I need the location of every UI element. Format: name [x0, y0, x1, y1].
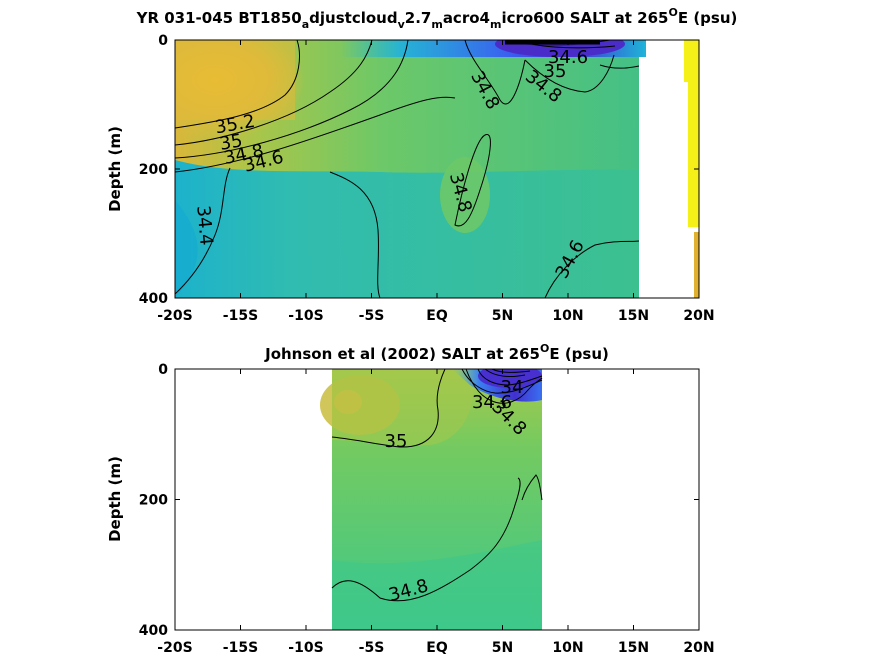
x-tick-label: -10S: [288, 308, 323, 324]
x-tick-label: 10N: [552, 308, 583, 324]
x-tick-label: 15N: [618, 640, 649, 656]
top-panel-title: YR 031-045 BT1850adjustcloudv2.7macro4mi…: [136, 6, 738, 31]
y-tick-label: 0: [158, 362, 168, 378]
contour-label: 35: [544, 61, 567, 82]
x-tick-label: -20S: [157, 640, 192, 656]
top-field: [175, 40, 699, 298]
x-tick-label: -5S: [359, 308, 385, 324]
contour-label: 34.4: [192, 205, 216, 247]
contour-label: 34.6: [548, 47, 588, 68]
y-tick-label: 200: [139, 162, 168, 178]
top-axis-ticks: -20S -15S -10S -5S EQ 5N 10N 15N 20N 0 200 400: [139, 33, 715, 324]
y-tick-label: 200: [139, 493, 168, 509]
top-contours: [175, 40, 640, 298]
bottom-axis-ticks: -20S -15S -10S -5S EQ 5N 10N 15N 20N 0 200 400: [139, 362, 715, 656]
y-tick-label: 0: [158, 33, 168, 49]
x-tick-label: EQ: [426, 640, 448, 656]
bottom-y-axis-label: Depth (m): [106, 456, 124, 542]
x-tick-label: 15N: [618, 308, 649, 324]
x-tick-label: 20N: [683, 640, 714, 656]
y-tick-label: 400: [139, 291, 168, 307]
x-tick-label: -15S: [223, 308, 258, 324]
bottom-field: [320, 369, 542, 630]
x-tick-label: EQ: [426, 308, 448, 324]
bottom-panel-title: Johnson et al (2002) SALT at 265OE (psu): [264, 342, 609, 363]
x-tick-label: -10S: [288, 640, 323, 656]
contour-label: 34: [501, 377, 524, 398]
bottom-panel: Johnson et al (2002) SALT at 265OE (psu)…: [106, 342, 715, 656]
x-tick-label: 5N: [492, 640, 513, 656]
x-tick-label: 10N: [552, 640, 583, 656]
x-tick-label: -20S: [157, 308, 192, 324]
x-tick-label: -15S: [223, 640, 258, 656]
contour-label: 34.6: [472, 392, 512, 413]
x-tick-label: 20N: [683, 308, 714, 324]
top-y-axis-label: Depth (m): [106, 126, 124, 212]
y-tick-label: 400: [139, 623, 168, 639]
x-tick-label: 5N: [492, 308, 513, 324]
contour-label: 35: [385, 431, 408, 452]
x-tick-label: -5S: [359, 640, 385, 656]
contour-label: 35: [218, 130, 244, 155]
top-panel: YR 031-045 BT1850adjustcloudv2.7macro4mi…: [106, 6, 737, 324]
bottom-contours: [331, 369, 543, 602]
